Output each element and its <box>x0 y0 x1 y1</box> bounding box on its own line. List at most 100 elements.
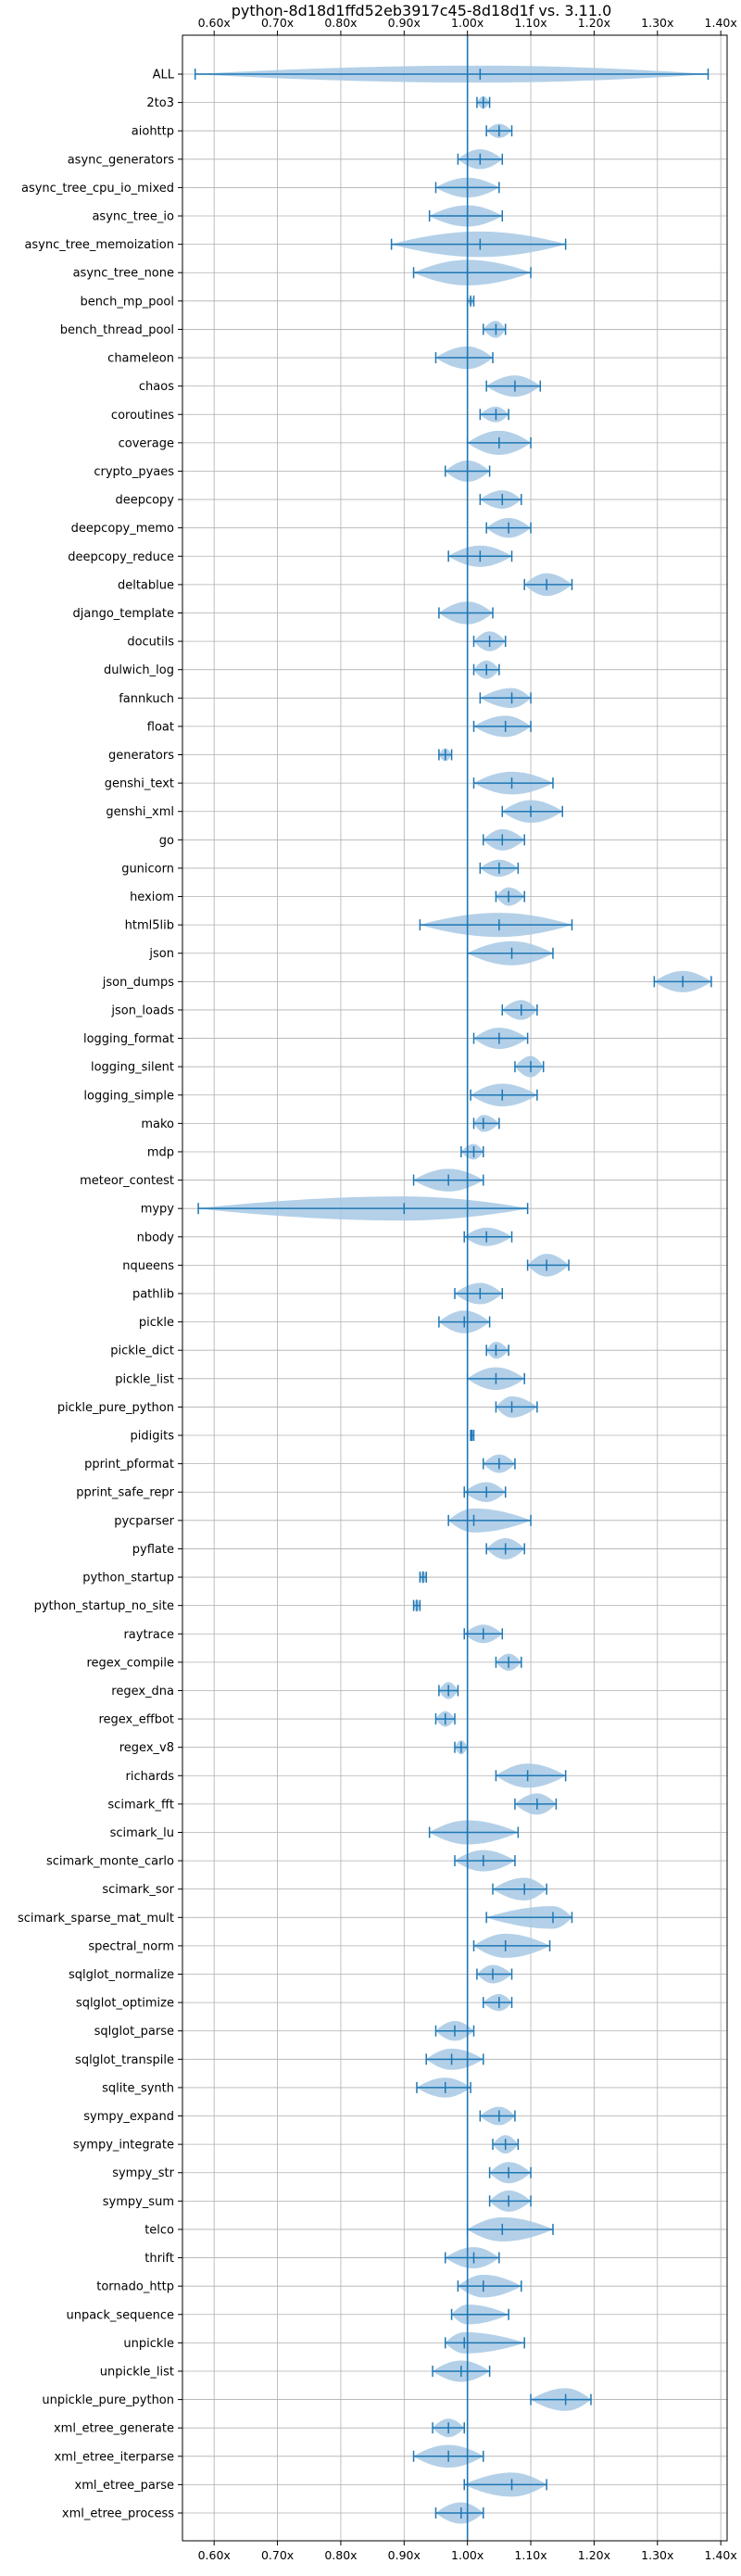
category-label: bench_mp_pool <box>80 295 174 309</box>
category-label: pycparser <box>114 1514 174 1528</box>
category-label: xml_etree_parse <box>75 2479 174 2493</box>
violin-genshi_text <box>472 771 554 795</box>
category-label: aiohttp <box>132 125 174 139</box>
category-label: bench_thread_pool <box>60 323 174 337</box>
plot-frame <box>182 34 728 2542</box>
violin-pycparser <box>447 1508 532 1533</box>
violin-pyflate <box>485 1537 525 1559</box>
x-tick-label-top: 1.20x <box>578 16 610 30</box>
category-label: scimark_lu <box>110 1826 174 1840</box>
violin-raytrace <box>463 1624 504 1644</box>
category-label: async_tree_cpu_io_mixed <box>21 182 174 196</box>
violin-scimark_fft <box>514 1793 558 1815</box>
category-label: mypy <box>141 1203 175 1217</box>
violin-nbody <box>463 1227 513 1246</box>
violin-2to3 <box>476 95 491 109</box>
x-tick-label-bottom: 1.10x <box>514 2548 546 2562</box>
violin-pickle <box>438 1310 491 1333</box>
violin-regex_compile <box>495 1653 522 1672</box>
violin-async_tree_memoization <box>390 231 567 258</box>
violin-django_template <box>438 601 494 625</box>
category-label: coroutines <box>111 409 174 423</box>
violin-chaos <box>485 375 542 398</box>
violin-sympy_expand <box>479 2106 516 2126</box>
violin-xml_etree_generate <box>432 2418 466 2438</box>
violin-logging_simple <box>470 1083 538 1107</box>
violin-sympy_sum <box>488 2190 532 2212</box>
category-label: python_startup_no_site <box>34 1599 174 1613</box>
category-label: mako <box>141 1118 174 1131</box>
category-label: sqlglot_transpile <box>75 2053 174 2067</box>
category-label: xml_etree_generate <box>54 2422 174 2436</box>
violin-sympy_str <box>488 2162 532 2184</box>
violin-meteor_contest <box>412 1168 484 1192</box>
violin-docutils <box>472 631 507 651</box>
violin-pickle_dict <box>485 1342 509 1359</box>
category-label: pickle_dict <box>110 1345 174 1358</box>
category-label: deepcopy_memo <box>71 522 174 536</box>
violin-tornado_http <box>457 2274 522 2298</box>
category-label: async_tree_none <box>73 267 174 281</box>
violin-regex_effbot <box>434 1711 456 1727</box>
category-label: pickle_list <box>115 1372 174 1386</box>
violin-scimark_monte_carlo <box>454 1850 516 1872</box>
violin-telco <box>466 2216 554 2241</box>
violin-ALL <box>194 65 710 83</box>
violin-unpickle_list <box>432 2360 491 2382</box>
category-label: unpickle_list <box>100 2365 174 2379</box>
x-tick-label-bottom: 1.00x <box>451 2548 484 2562</box>
category-label: genshi_xml <box>106 805 174 819</box>
violin-python_startup_no_site <box>412 1598 421 1612</box>
category-label: 2to3 <box>146 96 174 110</box>
category-label: chameleon <box>107 352 174 366</box>
category-label: logging_format <box>83 1032 174 1046</box>
category-label: scimark_fft <box>107 1798 174 1812</box>
violin-unpack_sequence <box>450 2305 509 2325</box>
category-label: sympy_str <box>112 2166 174 2180</box>
x-tick-label-bottom: 1.30x <box>641 2548 673 2562</box>
category-label: pickle <box>139 1316 174 1330</box>
category-label: meteor_contest <box>80 1174 174 1188</box>
x-tick-label-bottom: 0.60x <box>198 2548 231 2562</box>
violin-chameleon <box>434 346 494 370</box>
category-label: scimark_sor <box>102 1883 174 1897</box>
category-label: deltablue <box>118 578 174 592</box>
category-label: html5lib <box>125 919 174 933</box>
x-tick-label-bottom: 1.20x <box>578 2548 610 2562</box>
violin-go <box>483 828 525 851</box>
category-label: chaos <box>139 380 174 394</box>
violin-sqlglot_optimize <box>483 1993 513 2012</box>
violin-mako <box>472 1115 500 1132</box>
violin-xml_etree_process <box>434 2502 484 2524</box>
violin-html5lib <box>419 913 573 938</box>
violin-pidigits <box>470 1429 475 1442</box>
violin-python_startup <box>419 1571 427 1584</box>
chart-title: python-8d18d1ffd52eb3917c45-8d18d1f vs. … <box>232 2 612 19</box>
x-axis-ticks: 0.60x 0.60x 0.70x 0.70x 0.80x 0.80x 0.90x 0.90x… <box>198 16 737 2562</box>
violin-hexiom <box>495 887 525 906</box>
category-label: sqlglot_parse <box>94 2025 174 2039</box>
category-label: regex_compile <box>86 1656 174 1670</box>
violin-richards <box>495 1763 567 1788</box>
violin-deepcopy <box>479 490 522 510</box>
category-label: thrift <box>144 2252 174 2266</box>
category-label: deepcopy <box>115 494 174 508</box>
x-tick-label-top: 1.30x <box>641 16 673 30</box>
category-label: deepcopy_reduce <box>68 550 174 564</box>
category-label: django_template <box>73 607 174 621</box>
category-label: spectral_norm <box>88 1939 174 1953</box>
category-label: regex_effbot <box>98 1713 174 1727</box>
violin-sqlglot_normalize <box>476 1964 513 1984</box>
violin-scimark_sor <box>492 1877 547 1900</box>
violin-async_tree_none <box>412 259 532 285</box>
category-label: sqlite_synth <box>102 2081 174 2095</box>
violin-scimark_lu <box>428 1820 520 1845</box>
category-label: xml_etree_process <box>62 2507 174 2521</box>
x-tick-label-top: 1.40x <box>705 16 737 30</box>
category-label: async_generators <box>68 153 175 167</box>
violin-async_tree_io <box>428 205 504 227</box>
category-label: pyflate <box>132 1543 174 1557</box>
category-label: crypto_pyaes <box>94 465 174 479</box>
violin-mdp <box>460 1143 484 1160</box>
